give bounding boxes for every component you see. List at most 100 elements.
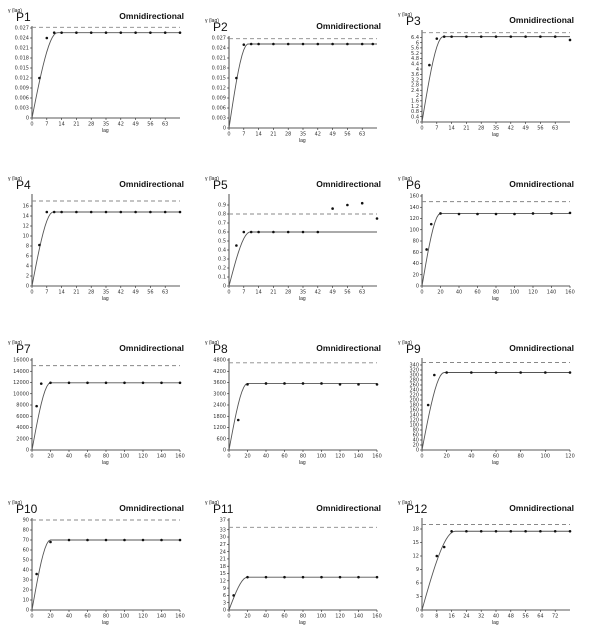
- x-tick-label: 28: [285, 290, 291, 296]
- model-curve: [31, 539, 180, 611]
- x-tick-label: 56: [344, 290, 350, 296]
- y-tick-label: 12: [413, 554, 419, 560]
- x-axis-label: lag: [299, 296, 306, 302]
- data-point: [178, 538, 182, 542]
- y-tick-label: 0: [223, 448, 226, 454]
- y-tick-label: 0.009: [212, 96, 226, 102]
- data-point: [283, 575, 286, 579]
- y-tick-label: 10000: [13, 391, 29, 397]
- chart-title: P11: [213, 502, 234, 516]
- y-axis-label: γ (lag): [205, 340, 219, 346]
- chart-plot: 0 20 40 60 80 100 1200204060801001201401601802…: [409, 358, 575, 460]
- y-tick-label: 1200: [213, 425, 226, 431]
- x-axis-label: lag: [102, 128, 109, 134]
- x-tick-label: 42: [315, 290, 321, 296]
- y-tick-label: 90: [23, 518, 29, 524]
- data-point: [119, 210, 123, 214]
- data-point: [272, 42, 275, 46]
- x-tick-label: 42: [118, 122, 124, 128]
- y-tick-label: 0: [223, 284, 226, 290]
- data-point: [39, 382, 43, 385]
- x-tick-label: 100: [317, 614, 327, 620]
- y-tick-label: 5.2: [411, 51, 419, 57]
- x-tick-label: 63: [359, 132, 365, 138]
- y-axis-label: γ (lag): [8, 8, 22, 14]
- x-tick-label: 120: [335, 454, 345, 460]
- x-axis-label: lag: [299, 620, 306, 626]
- y-tick-label: 14000: [13, 369, 29, 375]
- chart-mode-label: Omnidirectional: [119, 179, 184, 189]
- chart-title: P3: [406, 14, 421, 28]
- y-tick-label: 340: [409, 363, 419, 369]
- x-tick-label: 80: [300, 454, 306, 460]
- data-point: [246, 575, 249, 579]
- y-tick-label: 6000: [16, 414, 29, 420]
- x-tick-label: 20: [443, 454, 449, 460]
- y-tick-label: 4: [416, 67, 419, 73]
- x-tick-label: 63: [359, 290, 365, 296]
- data-point: [149, 31, 152, 34]
- data-point: [360, 201, 364, 205]
- data-point: [476, 212, 479, 216]
- x-tick-label: 40: [456, 290, 462, 296]
- data-point: [553, 35, 557, 38]
- x-tick-label: 100: [120, 614, 130, 620]
- data-point: [524, 35, 527, 38]
- y-tick-label: 6: [26, 254, 29, 260]
- x-tick-label: 56: [147, 290, 153, 296]
- y-tick-label: 4: [26, 264, 29, 270]
- x-tick-label: 16: [448, 614, 454, 620]
- data-point: [494, 371, 498, 374]
- y-tick-label: 0: [26, 608, 29, 614]
- chart-panel-5: P5 Omnidirectional γ (lag) lag 0 7 14 21 28 35 42 4…: [205, 176, 383, 302]
- chart-panel-8: P8 Omnidirectional γ (lag) lag 0 20 40 60 80 100 1…: [205, 340, 383, 466]
- data-point: [550, 212, 553, 215]
- data-point: [235, 244, 238, 247]
- model-curve: [421, 372, 570, 451]
- y-tick-label: 12000: [13, 380, 29, 386]
- y-axis-label: γ (lag): [398, 176, 412, 182]
- y-tick-label: 4800: [213, 358, 226, 364]
- data-point: [35, 572, 38, 576]
- data-point: [242, 230, 246, 234]
- data-point: [249, 42, 253, 46]
- x-tick-label: 28: [88, 122, 94, 128]
- x-tick-label: 160: [372, 614, 382, 620]
- y-tick-label: 600: [216, 436, 226, 442]
- y-tick-label: 6: [416, 581, 419, 587]
- data-point: [60, 31, 63, 34]
- y-tick-label: 0: [223, 608, 226, 614]
- y-tick-label: 30: [220, 535, 226, 541]
- chart-title: P9: [406, 342, 421, 356]
- chart-panel-10: P10 Omnidirectional γ (lag) lag 0 20 40 60 80 100…: [8, 500, 186, 626]
- data-point: [553, 529, 557, 533]
- x-tick-label: 0: [420, 126, 423, 132]
- y-axis-label: γ (lag): [8, 176, 22, 182]
- y-tick-label: 12: [220, 579, 226, 585]
- data-point: [494, 529, 498, 533]
- y-tick-label: 60: [413, 250, 419, 256]
- x-tick-label: 140: [354, 454, 364, 460]
- y-tick-label: 15: [220, 571, 226, 577]
- y-tick-label: 220: [409, 393, 419, 399]
- x-tick-label: 0: [227, 132, 230, 138]
- x-tick-label: 7: [45, 122, 48, 128]
- chart-panel-2: P2 Omnidirectional γ (lag) lag 0 7 14 21 28 35 42 4…: [205, 18, 383, 144]
- data-point: [123, 381, 126, 385]
- data-point: [242, 43, 246, 46]
- data-point: [149, 210, 152, 214]
- x-tick-label: 40: [493, 614, 499, 620]
- data-point: [338, 575, 342, 579]
- data-point: [86, 381, 89, 385]
- x-axis-label: lag: [492, 296, 499, 302]
- y-tick-label: 20: [23, 588, 29, 594]
- x-tick-label: 40: [66, 614, 72, 620]
- x-tick-label: 56: [522, 614, 528, 620]
- y-tick-label: 0.8: [411, 109, 419, 115]
- data-point: [360, 42, 364, 46]
- y-tick-label: 27: [220, 542, 226, 548]
- x-tick-label: 56: [537, 126, 543, 132]
- data-point: [178, 381, 182, 385]
- x-tick-label: 140: [157, 614, 167, 620]
- y-tick-label: 40: [23, 568, 29, 574]
